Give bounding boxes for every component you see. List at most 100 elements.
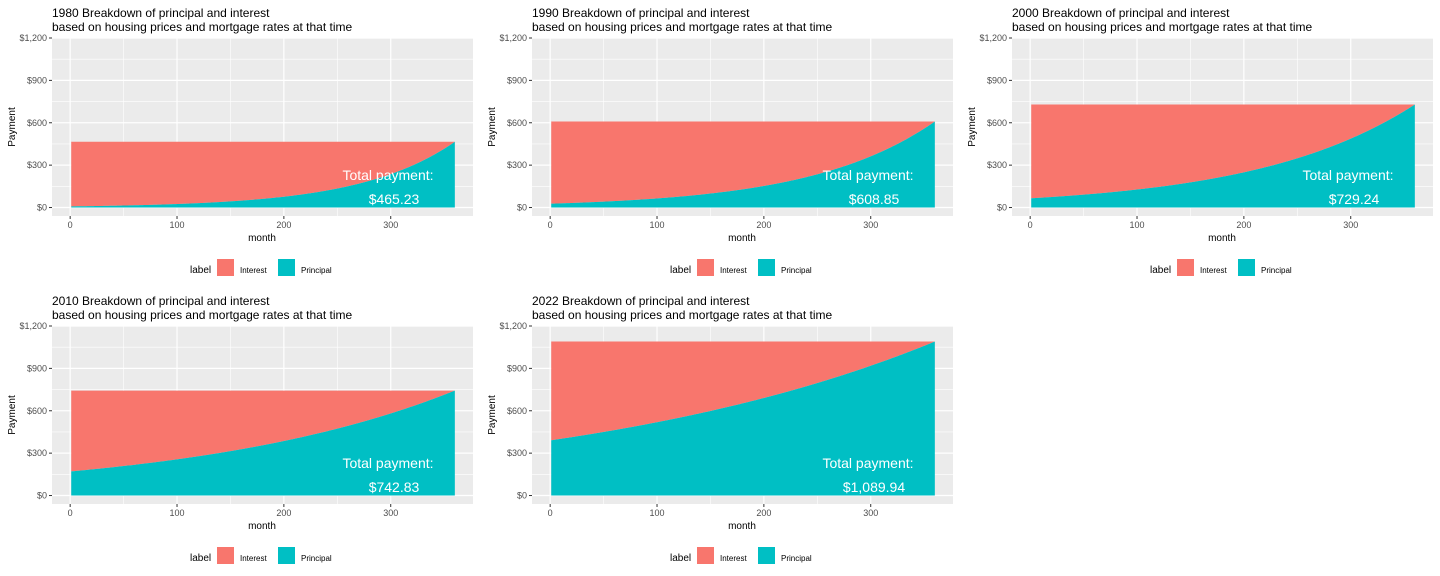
x-tick-label: 0	[548, 220, 553, 230]
x-tick-label: 0	[68, 508, 73, 518]
y-tick-label: $0	[997, 203, 1007, 213]
x-axis-title: month	[728, 233, 756, 244]
interest-area	[551, 341, 935, 441]
x-tick-label: 300	[1343, 220, 1358, 230]
total-payment-label: Total payment:	[342, 167, 433, 183]
principal-area	[1031, 104, 1415, 208]
x-tick-label: 200	[276, 220, 291, 230]
chart-svg: Total payment: $1,089.94 $0 $300 $600 $900 $1,…	[487, 294, 953, 564]
chart-subtitle: based on housing prices and mortgage rat…	[52, 308, 353, 322]
legend-label-principal: Principal	[781, 554, 812, 563]
x-tick-label: 0	[1028, 220, 1033, 230]
x-tick-label: 200	[1236, 220, 1251, 230]
y-tick-label: $600	[507, 406, 527, 416]
chart-svg: Total payment: $742.83 $0 $300 $600 $900 $1,20…	[7, 294, 473, 564]
legend-label-interest: Interest	[240, 554, 267, 563]
legend-title: label	[670, 265, 691, 276]
y-tick-label: $900	[987, 75, 1007, 85]
legend-swatch-interest	[1177, 259, 1194, 276]
chart-title: 2010 Breakdown of principal and interest	[52, 294, 270, 308]
legend-title: label	[1150, 265, 1171, 276]
x-axis-title: month	[248, 521, 276, 532]
y-axis-title: Payment	[7, 395, 18, 435]
legend-label-principal: Principal	[1261, 266, 1292, 275]
chart-svg: Total payment: $608.85 $0 $300 $600 $900 $1,20…	[487, 6, 953, 276]
legend-label-interest: Interest	[1200, 266, 1227, 275]
chart-title: 1980 Breakdown of principal and interest	[52, 6, 270, 20]
y-tick-label: $1,200	[979, 33, 1007, 43]
y-tick-label: $300	[27, 448, 47, 458]
y-tick-label: $300	[507, 448, 527, 458]
y-tick-label: $0	[37, 203, 47, 213]
x-tick-label: 100	[650, 508, 665, 518]
y-tick-label: $1,200	[19, 33, 47, 43]
principal-area	[551, 121, 935, 208]
legend-swatch-interest	[697, 547, 714, 564]
y-tick-label: $600	[507, 118, 527, 128]
x-tick-label: 100	[170, 508, 185, 518]
y-tick-label: $600	[27, 118, 47, 128]
x-tick-label: 100	[170, 220, 185, 230]
y-tick-label: $900	[507, 363, 527, 373]
legend-swatch-interest	[217, 547, 234, 564]
interest-area	[551, 121, 935, 204]
legend-title: label	[670, 553, 691, 564]
legend-swatch-interest	[697, 259, 714, 276]
legend-label-interest: Interest	[720, 554, 747, 563]
y-tick-label: $0	[517, 203, 527, 213]
y-axis-title: Payment	[487, 395, 498, 435]
total-payment-value: $608.85	[849, 191, 900, 207]
y-axis-title: Payment	[7, 107, 18, 147]
legend-swatch-principal	[1238, 259, 1255, 276]
x-tick-label: 200	[756, 508, 771, 518]
interest-area	[71, 141, 455, 207]
y-tick-label: $300	[27, 160, 47, 170]
x-tick-label: 0	[548, 508, 553, 518]
total-payment-value: $465.23	[369, 191, 420, 207]
x-tick-label: 300	[383, 220, 398, 230]
total-payment-value: $742.83	[369, 479, 420, 495]
x-tick-label: 200	[756, 220, 771, 230]
total-payment-value: $1,089.94	[843, 479, 905, 495]
chart-svg: Total payment: $465.23 $0 $300 $600 $900 $1,20…	[7, 6, 473, 276]
x-tick-label: 300	[863, 508, 878, 518]
legend-swatch-principal	[758, 547, 775, 564]
y-tick-label: $900	[27, 363, 47, 373]
x-tick-label: 100	[650, 220, 665, 230]
total-payment-label: Total payment:	[822, 455, 913, 471]
y-tick-label: $1,200	[499, 33, 527, 43]
principal-area	[71, 390, 455, 496]
y-axis-title: Payment	[967, 107, 978, 147]
chart-subtitle: based on housing prices and mortgage rat…	[52, 20, 353, 34]
interest-area	[71, 390, 455, 472]
chart-title: 2000 Breakdown of principal and interest	[1012, 6, 1230, 20]
interest-area	[1031, 104, 1415, 199]
y-tick-label: $0	[37, 491, 47, 501]
y-tick-label: $600	[27, 406, 47, 416]
x-axis-title: month	[248, 233, 276, 244]
total-payment-label: Total payment:	[1302, 167, 1393, 183]
y-tick-label: $300	[507, 160, 527, 170]
y-tick-label: $300	[987, 160, 1007, 170]
legend-swatch-principal	[758, 259, 775, 276]
legend-label-interest: Interest	[240, 266, 267, 275]
legend-label-interest: Interest	[720, 266, 747, 275]
chart-panel: Total payment: $608.85 $0 $300 $600 $900 $1,20…	[480, 0, 960, 288]
total-payment-value: $729.24	[1329, 191, 1380, 207]
x-axis-title: month	[728, 521, 756, 532]
principal-area	[71, 141, 455, 208]
legend-label-principal: Principal	[301, 266, 332, 275]
y-tick-label: $600	[987, 118, 1007, 128]
x-tick-label: 300	[863, 220, 878, 230]
y-tick-label: $900	[27, 75, 47, 85]
y-tick-label: $900	[507, 75, 527, 85]
chart-subtitle: based on housing prices and mortgage rat…	[1012, 20, 1313, 34]
chart-svg: Total payment: $729.24 $0 $300 $600 $900 $1,20…	[967, 6, 1433, 276]
chart-subtitle: based on housing prices and mortgage rat…	[532, 20, 833, 34]
legend-title: label	[190, 553, 211, 564]
chart-title: 2022 Breakdown of principal and interest	[532, 294, 750, 308]
y-tick-label: $1,200	[19, 321, 47, 331]
y-tick-label: $0	[517, 491, 527, 501]
chart-subtitle: based on housing prices and mortgage rat…	[532, 308, 833, 322]
